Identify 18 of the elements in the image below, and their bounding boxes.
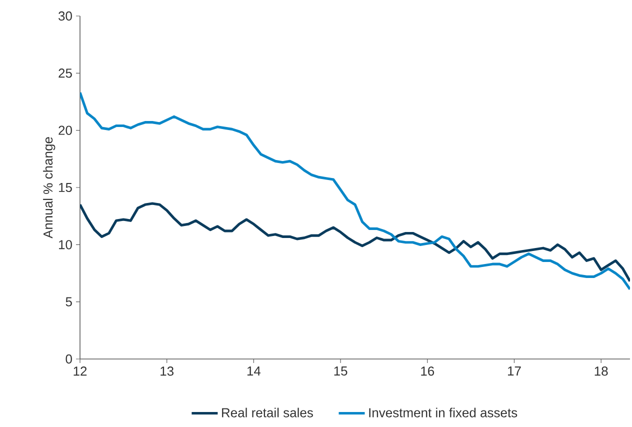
y-tick-label: 25 [58,68,72,78]
legend-label: Real retail sales [222,408,313,418]
y-tick-label: 15 [59,182,72,192]
x-tick-label: 16 [421,366,434,376]
line-series [80,202,630,283]
x-tick-label: 18 [594,366,608,376]
x-tick-label: 15 [334,366,348,376]
legend-label: Investment in fixed assets [369,408,518,418]
x-tick-label: 17 [508,366,521,376]
y-tick-label: 30 [58,11,72,21]
x-tick-label: 12 [74,366,87,376]
y-tick-label: 5 [66,297,72,306]
x-tick-label: 14 [247,366,261,376]
y-tick-label: 20 [58,126,72,135]
y-axis-title: Annual % change [43,137,56,238]
y-tick-label: 10 [59,240,72,250]
x-tick-label: 13 [160,366,174,376]
y-tick-label: 0 [66,354,72,364]
